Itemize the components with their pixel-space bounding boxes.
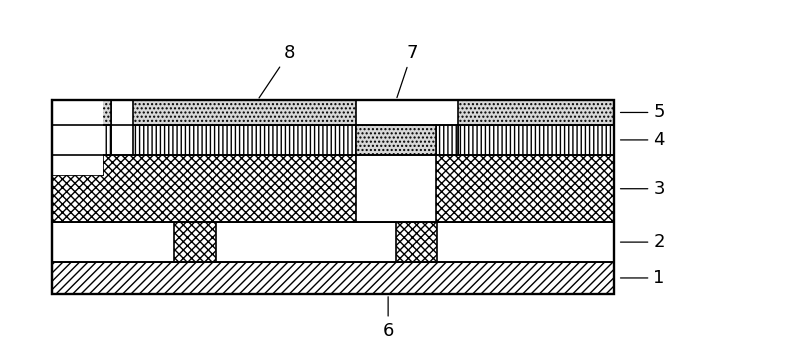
Bar [52,100,71,125]
Text: 3: 3 [621,180,665,198]
Bar [458,100,614,125]
Bar [52,155,614,222]
Text: 4: 4 [621,131,665,149]
Bar [134,125,357,155]
Text: 2: 2 [621,233,665,251]
Text: 8: 8 [259,44,295,98]
Bar [52,155,103,175]
Bar [52,125,71,155]
Bar [436,125,458,155]
Text: 6: 6 [382,297,394,340]
Bar [134,100,357,125]
Bar [357,155,436,222]
Text: 7: 7 [397,44,418,98]
Bar [357,125,436,155]
Bar [52,100,111,125]
Bar [52,125,111,155]
Bar [52,222,614,262]
Text: 5: 5 [621,104,665,121]
Bar [458,125,614,155]
Bar [52,100,111,125]
Bar [396,222,438,262]
Bar [52,100,71,125]
Bar [52,100,614,294]
Bar [52,125,111,155]
Bar [52,100,103,175]
Bar [174,222,215,262]
Text: 1: 1 [621,269,665,287]
Bar [52,262,614,294]
Bar [52,125,71,155]
